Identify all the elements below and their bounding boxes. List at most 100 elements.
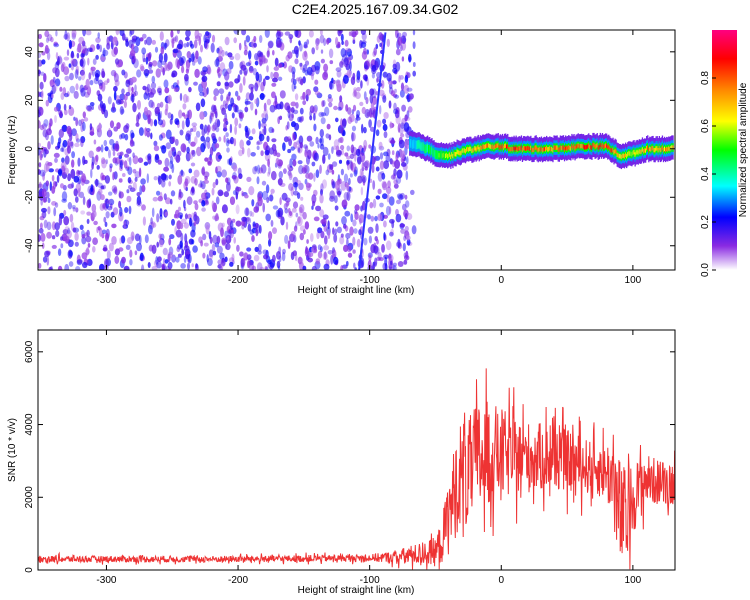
noise-cell [233,237,236,244]
noise-cell [311,73,314,81]
noise-cell [210,110,214,116]
noise-cell [45,191,50,199]
noise-cell [383,131,388,139]
noise-cell [253,206,259,213]
noise-cell [319,30,323,36]
band-cell [427,145,429,150]
noise-cell [75,83,79,91]
noise-cell [292,182,299,188]
noise-cell [123,265,130,270]
noise-cell [38,42,44,48]
noise-cell [322,146,329,156]
band-cell [546,145,548,151]
noise-cell [402,31,407,38]
noise-cell [273,71,279,79]
noise-cell [361,170,364,178]
noise-cell [246,176,252,182]
noise-cell [195,50,199,60]
noise-cell [126,237,133,245]
noise-cell [322,71,328,81]
noise-cell [186,196,193,206]
noise-cell [119,237,122,245]
noise-cell [100,185,105,190]
noise-cell [201,79,208,89]
noise-cell [377,213,383,222]
noise-cell [340,33,344,42]
noise-cell [64,75,70,82]
noise-cell [142,33,147,39]
noise-cell [41,123,48,130]
noise-cell [38,162,42,168]
noise-cell [158,90,162,96]
noise-cell [289,158,293,169]
noise-cell [323,245,330,251]
band-cell [443,153,446,158]
noise-cell [293,134,297,141]
band-cell [613,150,615,155]
noise-cell [144,39,147,45]
noise-cell [194,178,198,186]
band-cell [421,144,424,149]
noise-cell [267,40,274,49]
band-cell [491,144,493,150]
band-cell [641,147,644,152]
noise-cell [224,256,228,263]
band-cell [423,146,426,151]
noise-cell [210,42,215,53]
noise-cell [203,40,208,49]
noise-cell [374,215,378,222]
noise-cell [53,207,57,217]
noise-cell [104,258,109,269]
noise-cell [128,156,132,166]
noise-cell [38,70,42,75]
noise-cell [347,107,352,115]
noise-cell [346,183,350,191]
noise-cell [340,48,346,58]
noise-cell [92,69,95,77]
noise-cell [271,138,277,143]
noise-cell [243,252,249,261]
noise-cell [38,169,41,175]
band-cell [642,149,645,154]
noise-cell [253,35,257,43]
noise-cell [343,56,349,66]
noise-cell [61,191,68,202]
noise-cell [221,222,225,228]
noise-cell [334,180,341,191]
noise-cell [254,82,259,92]
noise-cell [57,248,62,256]
noise-cell [113,71,117,78]
noise-cell [216,119,221,128]
noise-cell [399,223,406,228]
noise-cell [109,163,113,169]
noise-cell [379,152,384,160]
noise-cell [360,80,363,89]
noise-cell [75,266,81,270]
noise-cell [354,267,357,270]
noise-cell [156,190,161,196]
noise-cell [388,100,392,109]
noise-cell [320,230,325,239]
noise-cell [366,77,370,86]
noise-cell [288,34,294,40]
noise-cell [266,197,270,203]
band-cell [513,145,515,150]
band-cell [414,142,416,147]
noise-cell [57,109,63,116]
noise-cell [241,220,246,227]
noise-cell [405,235,411,241]
noise-cell [215,166,218,174]
noise-cell [201,200,206,207]
noise-cell [353,166,358,175]
band-cell [431,147,433,153]
band-cell [439,153,441,158]
band-cell [531,147,533,153]
noise-cell [40,212,44,219]
noise-cell [228,81,234,88]
noise-cell [66,125,72,135]
noise-cell [175,256,180,263]
band-cell [534,145,536,151]
band-cell [541,148,544,153]
noise-cell [62,229,69,235]
band-cell [567,145,569,151]
